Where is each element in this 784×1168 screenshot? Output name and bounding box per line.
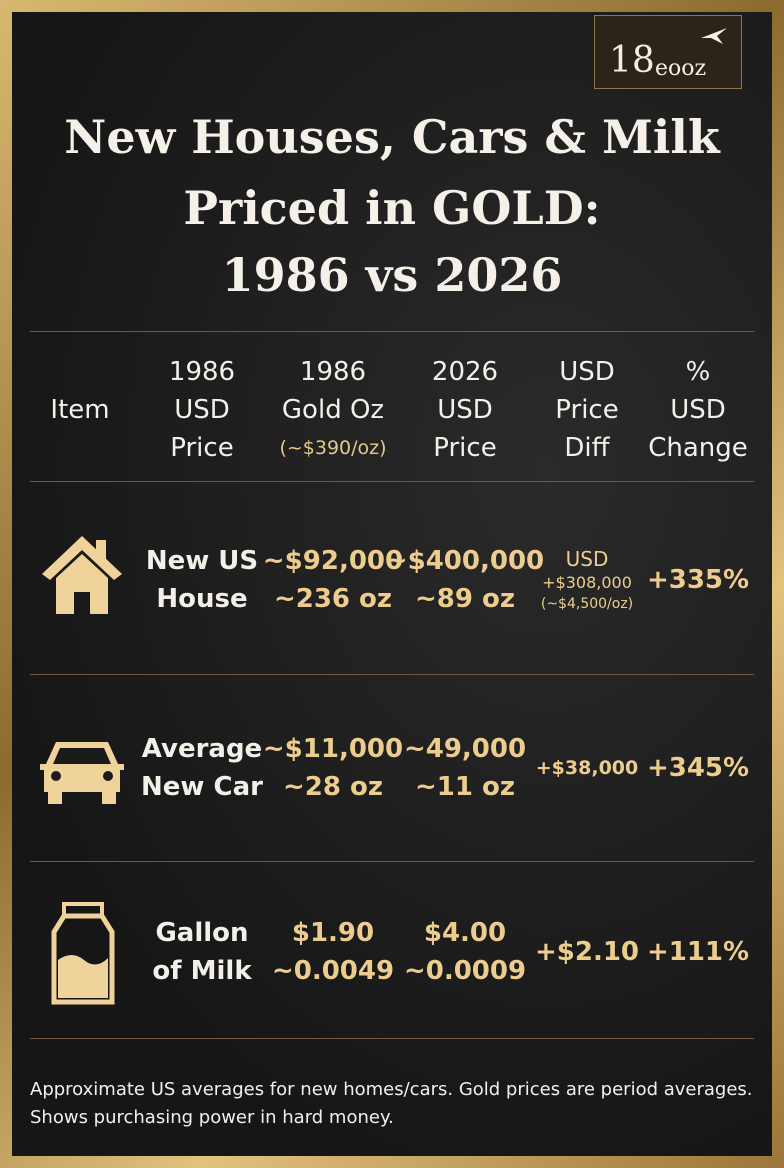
item-text: Gallon bbox=[155, 918, 249, 948]
value-text: $4.00 bbox=[423, 918, 507, 948]
header-text: Price bbox=[433, 433, 497, 463]
item-text: New Car bbox=[141, 772, 263, 802]
title-line: Priced in GOLD: bbox=[183, 181, 601, 235]
header-text: Item bbox=[50, 395, 110, 425]
header-text: Gold Oz bbox=[281, 395, 385, 425]
divider bbox=[30, 481, 754, 482]
logo-word: eooz bbox=[655, 56, 707, 81]
value-text: ~28 oz bbox=[282, 772, 383, 802]
value-text: ~49,000 bbox=[403, 734, 527, 764]
value-cell: ~$11,000 ~28 oz bbox=[263, 730, 403, 806]
header-text: 1986 bbox=[299, 357, 367, 387]
value-cell: +335% bbox=[647, 561, 749, 599]
value-text: ~89 oz bbox=[414, 584, 515, 614]
divider bbox=[30, 1038, 754, 1039]
value-text: +335% bbox=[646, 565, 750, 595]
car-icon bbox=[40, 742, 124, 804]
header-text: USD bbox=[559, 357, 615, 387]
value-cell: +$2.10 bbox=[535, 933, 639, 971]
header-text: 2026 bbox=[431, 357, 499, 387]
header-text: 1986 bbox=[168, 357, 236, 387]
item-text: Average bbox=[141, 734, 263, 764]
house-icon bbox=[42, 536, 122, 614]
milk-icon bbox=[51, 902, 115, 1005]
footnote: Approximate US averages for new homes/ca… bbox=[30, 1079, 753, 1128]
value-cell: ~$400,000 ~89 oz bbox=[386, 542, 544, 618]
value-cell: +345% bbox=[647, 749, 749, 787]
value-text: (~$4,500/oz) bbox=[540, 596, 634, 612]
item-text: New US bbox=[145, 546, 259, 576]
item-name: New US House bbox=[146, 542, 258, 618]
value-text: +$38,000 bbox=[535, 757, 639, 779]
header-text: USD bbox=[437, 395, 493, 425]
item-text: House bbox=[156, 584, 248, 614]
value-text: +$2.10 bbox=[534, 937, 640, 967]
header-text: % bbox=[685, 357, 711, 387]
value-text: ~$400,000 bbox=[385, 546, 545, 576]
header-text: (~$390/oz) bbox=[279, 437, 387, 459]
logo-number: 18 bbox=[609, 40, 655, 81]
item-text: of Milk bbox=[152, 956, 252, 986]
value-text: $1.90 bbox=[291, 918, 375, 948]
value-text: USD bbox=[565, 547, 609, 571]
value-text: ~236 oz bbox=[273, 584, 393, 614]
header-cell: % USD Change bbox=[648, 353, 748, 467]
value-cell: +$38,000 bbox=[536, 749, 638, 787]
logo-bird bbox=[701, 28, 727, 44]
value-text: ~0.0049 bbox=[271, 956, 395, 986]
header-text: USD bbox=[174, 395, 230, 425]
header-cell: 1986 Gold Oz (~$390/oz) bbox=[279, 353, 386, 467]
header-text: Diff bbox=[564, 433, 610, 463]
value-cell: +111% bbox=[647, 933, 749, 971]
item-name: Average New Car bbox=[141, 730, 263, 806]
value-text: ~0.0009 bbox=[403, 956, 527, 986]
value-text: +345% bbox=[646, 753, 750, 783]
poster: 18 eooz New Houses, Cars & Milk Priced i… bbox=[12, 12, 772, 1156]
value-cell: $4.00 ~0.0009 bbox=[404, 914, 526, 990]
header-text: Price bbox=[170, 433, 234, 463]
divider bbox=[30, 674, 754, 675]
value-text: +111% bbox=[646, 937, 750, 967]
value-cell: ~$92,000 ~236 oz bbox=[263, 542, 403, 618]
logo: 18 eooz bbox=[594, 15, 742, 89]
divider bbox=[30, 861, 754, 862]
header-cell: 1986 USD Price bbox=[169, 353, 235, 467]
header-cell: 2026 USD Price bbox=[432, 353, 498, 467]
title-line: 1986 vs 2026 bbox=[221, 248, 563, 302]
value-cell: $1.90 ~0.0049 bbox=[272, 914, 394, 990]
value-text: ~11 oz bbox=[414, 772, 515, 802]
value-cell: USD +$308,000 (~$4,500/oz) bbox=[541, 546, 633, 614]
header-cell: USD Price Diff bbox=[555, 353, 618, 467]
header-text: Change bbox=[648, 433, 748, 463]
value-cell: ~49,000 ~11 oz bbox=[404, 730, 526, 806]
value-text: ~$11,000 bbox=[262, 734, 404, 764]
header-text: Price bbox=[555, 395, 619, 425]
value-text: +$308,000 bbox=[542, 573, 632, 592]
header-cell: Item bbox=[50, 391, 109, 429]
header-text: USD bbox=[670, 395, 726, 425]
title-line: New Houses, Cars & Milk bbox=[64, 110, 720, 164]
item-name: Gallon of Milk bbox=[152, 914, 251, 990]
divider bbox=[30, 331, 754, 332]
value-text: ~$92,000 bbox=[262, 546, 404, 576]
